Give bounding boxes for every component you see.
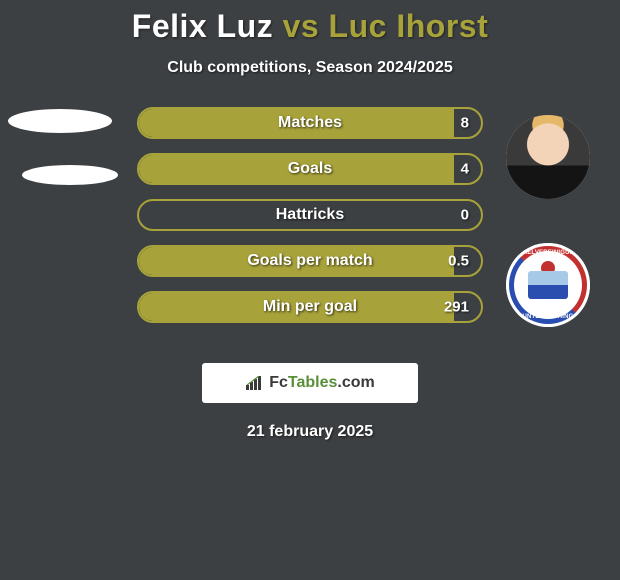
comparison-date: 21 february 2025 <box>0 423 620 441</box>
stat-bar: Matches8 <box>137 107 483 139</box>
player1-badge-placeholder <box>22 165 118 185</box>
stat-bar-fill <box>139 247 454 275</box>
comparison-card: Felix Luz vs Luc Ihorst Club competition… <box>0 0 620 580</box>
badge-shield-icon <box>528 271 568 299</box>
watermark-fc: Fc <box>269 374 288 391</box>
fctables-watermark: FcTables.com <box>202 363 418 403</box>
subtitle: Club competitions, Season 2024/2025 <box>0 59 620 77</box>
stat-bar-value: 8 <box>461 115 469 132</box>
watermark-tables: Tables <box>288 374 338 391</box>
stat-bar-fill <box>139 109 454 137</box>
player1-photo-placeholder <box>8 109 112 133</box>
watermark-com: .com <box>337 374 374 391</box>
badge-text-bottom: UNTERHACHING <box>506 314 590 320</box>
stat-bar: Min per goal291 <box>137 291 483 323</box>
title-vs: vs <box>283 8 320 44</box>
stat-bar: Hattricks0 <box>137 199 483 231</box>
stat-bar-value: 4 <box>461 161 469 178</box>
title-player1: Felix Luz <box>132 8 273 44</box>
stat-bars: Matches8 Goals4 Hattricks0 Goals per match0… <box>137 107 483 337</box>
title-player2: Luc Ihorst <box>329 8 489 44</box>
player2-face-icon <box>506 115 590 199</box>
stat-bar-value: 0 <box>461 207 469 224</box>
stat-bar-label: Hattricks <box>139 206 481 224</box>
bar-chart-icon <box>245 376 265 390</box>
stat-bar-fill <box>139 293 454 321</box>
player2-photo <box>506 115 590 199</box>
badge-text-top: SPIELVEREINIGUNG <box>506 250 590 256</box>
watermark-text: FcTables.com <box>269 374 375 392</box>
stat-bar: Goals4 <box>137 153 483 185</box>
comparison-body: Matches8 Goals4 Hattricks0 Goals per match0… <box>0 107 620 347</box>
player2-club-badge: SPIELVEREINIGUNG UNTERHACHING <box>506 243 590 327</box>
stat-bar-fill <box>139 155 454 183</box>
stat-bar: Goals per match0.5 <box>137 245 483 277</box>
page-title: Felix Luz vs Luc Ihorst <box>0 8 620 45</box>
